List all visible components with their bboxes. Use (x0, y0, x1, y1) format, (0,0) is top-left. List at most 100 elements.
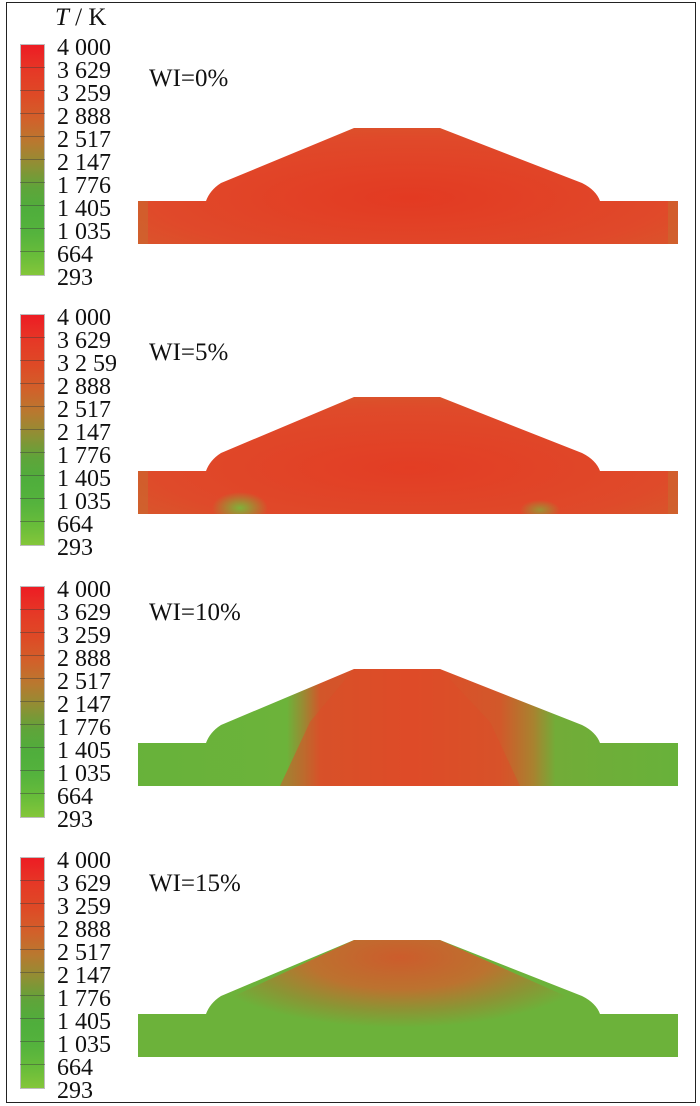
colorbar-tick (20, 228, 45, 229)
colorbar-tick (20, 452, 45, 453)
colorbar-tick (20, 90, 45, 91)
panel-wi-15: 4 000 3 629 3 259 2 888 2 517 2 147 1 77… (0, 849, 700, 1106)
colorbar-tick-label: 1 035 (57, 1032, 111, 1058)
colorbar-tick (20, 880, 45, 881)
legend-title-symbol: T (55, 4, 69, 31)
colorbar-tick (20, 383, 45, 384)
colorbar-tick-label: 1 405 (57, 738, 111, 764)
colorbar-tick-label: 3 259 (57, 81, 111, 107)
colorbar-tick (20, 949, 45, 950)
colorbar (20, 314, 45, 546)
colorbar-tick-label: 2 517 (57, 397, 111, 423)
colorbar-tick (20, 747, 45, 748)
colorbar-tick-label: 4 000 (57, 848, 111, 874)
colorbar-tick (20, 429, 45, 430)
colorbar-tick (20, 251, 45, 252)
colorbar-tick (20, 972, 45, 973)
temperature-field (138, 940, 678, 1057)
colorbar (20, 586, 45, 818)
colorbar-tick (20, 701, 45, 702)
colorbar-tick-label: 1 405 (57, 1009, 111, 1035)
wi-label: WI=10% (149, 599, 241, 626)
colorbar-tick (20, 793, 45, 794)
colorbar-tick-label: 1 405 (57, 466, 111, 492)
temperature-field (138, 397, 678, 514)
colorbar-tick (20, 521, 45, 522)
colorbar-tick-label: 1 035 (57, 489, 111, 515)
colorbar-tick (20, 724, 45, 725)
colorbar-tick (20, 655, 45, 656)
colorbar-tick-label: 3 629 (57, 871, 111, 897)
colorbar-tick (20, 1041, 45, 1042)
colorbar-tick (20, 113, 45, 114)
colorbar-tick-label: 1 776 (57, 173, 111, 199)
panel-wi-10: 4 000 3 629 3 259 2 888 2 517 2 147 1 77… (0, 578, 700, 852)
colorbar-tick-label: 3 629 (57, 328, 111, 354)
colorbar-tick-label: 3 629 (57, 58, 111, 84)
colorbar-tick-label: 2 517 (57, 669, 111, 695)
colorbar-tick-label: 3 629 (57, 600, 111, 626)
colorbar-tick-label: 1 035 (57, 761, 111, 787)
colorbar-tick (20, 678, 45, 679)
legend-title-unit: / K (68, 4, 107, 31)
colorbar-tick-label: 2 517 (57, 127, 111, 153)
colorbar-tick (20, 1064, 45, 1065)
colorbar-tick-label: 4 000 (57, 35, 111, 61)
colorbar-tick-label: 664 (57, 784, 93, 810)
colorbar-tick (20, 136, 45, 137)
colorbar-tick-label: 293 (57, 535, 93, 561)
colorbar-tick-label: 293 (57, 265, 93, 291)
wi-label: WI=5% (149, 339, 229, 366)
colorbar-tick-label: 2 888 (57, 104, 111, 130)
colorbar-tick-label: 3 259 (57, 894, 111, 920)
colorbar-tick-label: 2 888 (57, 374, 111, 400)
colorbar-tick (20, 360, 45, 361)
colorbar-tick (20, 770, 45, 771)
colorbar-tick (20, 337, 45, 338)
colorbar-tick-label: 293 (57, 807, 93, 833)
temperature-field-body (138, 128, 678, 244)
colorbar-tick-label: 1 035 (57, 219, 111, 245)
temperature-field-body (138, 397, 678, 514)
temperature-field-body (138, 669, 678, 786)
colorbar-tick-label: 664 (57, 512, 93, 538)
colorbar-tick-label: 293 (57, 1078, 93, 1104)
colorbar-tick (20, 205, 45, 206)
colorbar-tick-label: 2 147 (57, 963, 111, 989)
colorbar-tick (20, 475, 45, 476)
colorbar-tick-label: 1 776 (57, 986, 111, 1012)
colorbar-tick-label: 664 (57, 1055, 93, 1081)
colorbar-tick-label: 2 888 (57, 646, 111, 672)
colorbar-tick (20, 903, 45, 904)
colorbar-tick (20, 182, 45, 183)
panel-wi-0: 4 000 3 629 3 259 2 888 2 517 2 147 1 77… (0, 36, 700, 310)
wi-label: WI=15% (149, 870, 241, 897)
temperature-field (138, 669, 678, 786)
colorbar (20, 857, 45, 1089)
colorbar-tick (20, 159, 45, 160)
colorbar-tick-label: 2 147 (57, 420, 111, 446)
colorbar-tick (20, 609, 45, 610)
colorbar-tick (20, 406, 45, 407)
colorbar-tick-label: 2 147 (57, 150, 111, 176)
colorbar-tick-label: 3 2 59 (57, 351, 117, 377)
colorbar-tick-label: 4 000 (57, 577, 111, 603)
colorbar (20, 44, 45, 276)
temperature-field (138, 128, 678, 244)
colorbar-tick-label: 2 888 (57, 917, 111, 943)
colorbar-tick (20, 995, 45, 996)
colorbar-tick-label: 1 776 (57, 443, 111, 469)
figure-frame (6, 2, 696, 1103)
temperature-field-body (138, 940, 678, 1057)
colorbar-tick (20, 926, 45, 927)
panel-wi-5: 4 000 3 629 3 2 59 2 888 2 517 2 147 1 7… (0, 306, 700, 580)
wi-label: WI=0% (149, 65, 229, 92)
colorbar-tick-label: 4 000 (57, 305, 111, 331)
colorbar-tick-label: 2 147 (57, 692, 111, 718)
colorbar-tick (20, 1018, 45, 1019)
colorbar-tick-label: 3 259 (57, 623, 111, 649)
legend-title: T / K (55, 4, 106, 32)
colorbar-tick (20, 498, 45, 499)
colorbar-tick-label: 2 517 (57, 940, 111, 966)
